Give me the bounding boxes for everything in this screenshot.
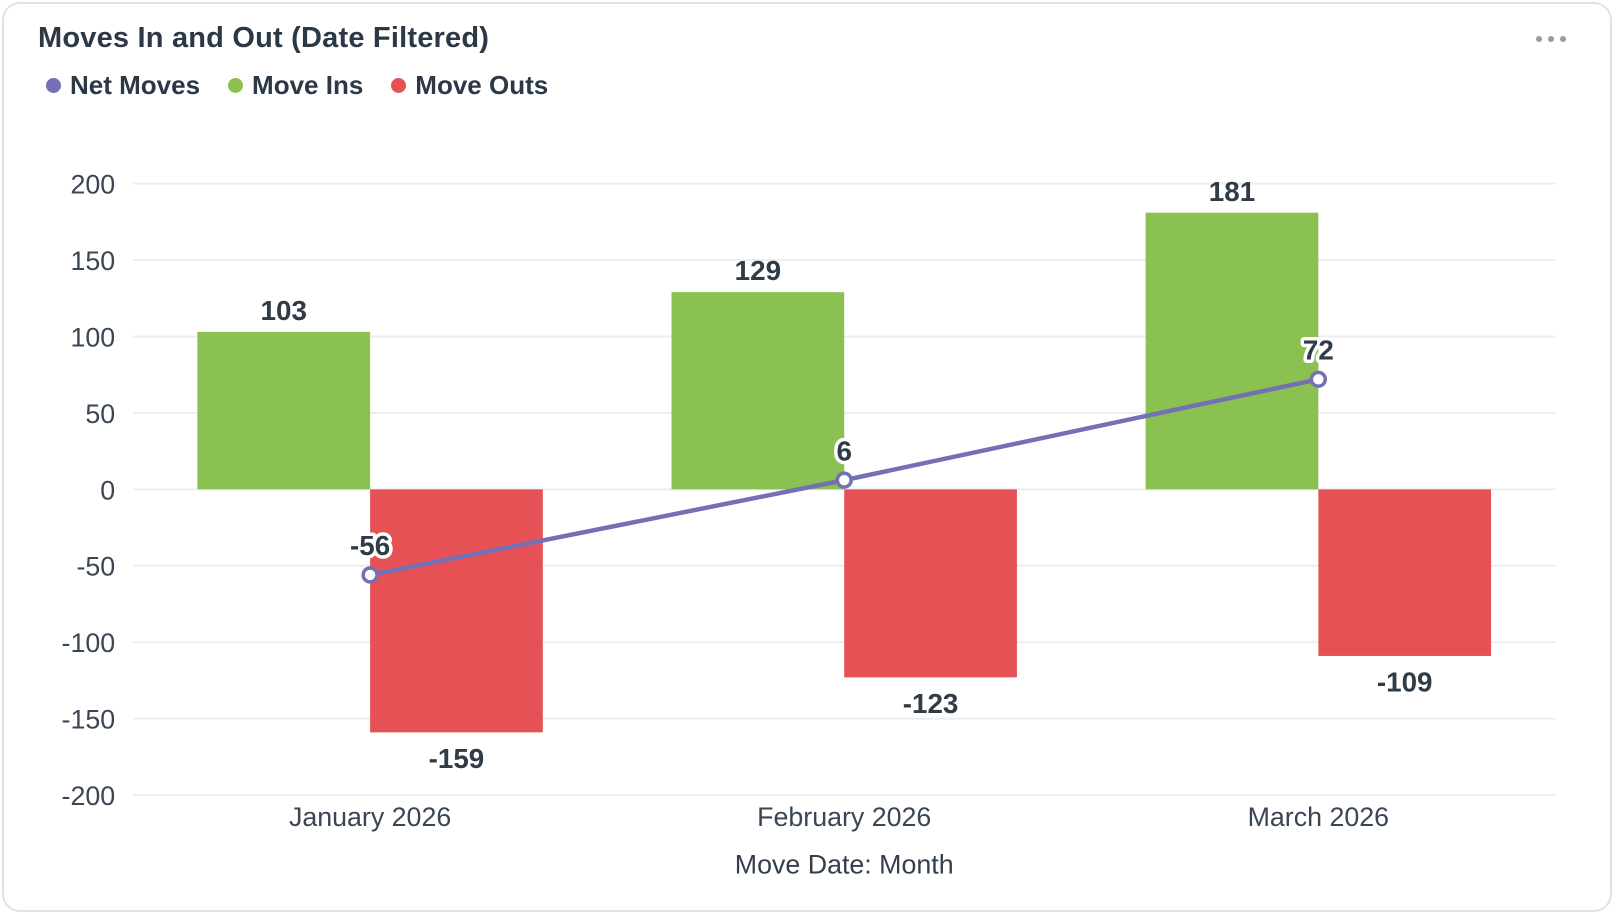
line-value-label: 72 xyxy=(1303,334,1334,365)
y-axis-tick-label: 50 xyxy=(85,399,115,429)
bar-move-ins-february-2026[interactable] xyxy=(671,292,845,490)
card-header: Moves In and Out (Date Filtered) xyxy=(4,4,1610,56)
x-axis-tick-label: January 2026 xyxy=(289,802,451,832)
net-moves-swatch-icon xyxy=(46,78,61,93)
ellipsis-icon xyxy=(1548,36,1554,42)
bar-value-label: 129 xyxy=(735,255,781,286)
chart-title: Moves In and Out (Date Filtered) xyxy=(38,22,490,54)
y-axis-tick-label: -50 xyxy=(76,552,115,582)
line-value-label: 6 xyxy=(836,435,851,466)
bar-value-label: 103 xyxy=(261,295,307,326)
more-options-button[interactable] xyxy=(1532,22,1570,56)
point-net-moves-february-2026[interactable] xyxy=(835,471,853,489)
bar-move-outs-february-2026[interactable] xyxy=(844,489,1017,678)
x-axis-tick-label: March 2026 xyxy=(1248,802,1389,832)
moves-combo-chart: -200 -150 -100 -50 0 50 100 150 200 103 129 181 -159… xyxy=(62,170,1556,879)
y-axis-tick-label: 150 xyxy=(70,246,115,276)
legend: Net Moves Move Ins Move Outs xyxy=(4,56,1610,101)
y-axis-tick-label: -100 xyxy=(62,628,116,658)
point-net-moves-march-2026[interactable] xyxy=(1309,370,1328,388)
y-axis-tick-label: -150 xyxy=(62,705,116,735)
y-axis-tick-label: 0 xyxy=(100,475,115,505)
bar-value-label: -109 xyxy=(1377,667,1433,698)
x-axis-title: Move Date: Month xyxy=(735,849,954,879)
bar-value-label: -123 xyxy=(903,688,959,719)
legend-item-move-ins[interactable]: Move Ins xyxy=(228,70,363,101)
y-axis-tick-label: 100 xyxy=(70,322,115,352)
legend-label: Move Ins xyxy=(252,70,364,100)
legend-label: Move Outs xyxy=(415,70,549,100)
legend-item-move-outs[interactable]: Move Outs xyxy=(391,70,548,101)
bar-move-ins-march-2026[interactable] xyxy=(1145,212,1319,490)
bar-value-label: 181 xyxy=(1209,176,1255,207)
ellipsis-icon xyxy=(1560,36,1566,42)
y-axis-tick-label: 200 xyxy=(70,170,115,200)
move-ins-swatch-icon xyxy=(228,78,244,93)
ellipsis-icon xyxy=(1536,36,1542,42)
move-outs-swatch-icon xyxy=(391,78,407,93)
bar-value-label: -159 xyxy=(429,743,485,774)
line-value-label: -56 xyxy=(350,530,390,561)
bar-move-outs-january-2026[interactable] xyxy=(370,489,543,733)
chart-area: -200 -150 -100 -50 0 50 100 150 200 103 129 181 -159… xyxy=(4,134,1610,910)
bar-move-outs-march-2026[interactable] xyxy=(1318,489,1492,656)
legend-item-net-moves[interactable]: Net Moves xyxy=(46,70,200,101)
legend-label: Net Moves xyxy=(70,70,201,100)
y-axis-tick-label: -200 xyxy=(62,781,116,811)
point-net-moves-january-2026[interactable] xyxy=(361,566,379,584)
x-axis-tick-label: February 2026 xyxy=(757,802,931,832)
bar-move-ins-january-2026[interactable] xyxy=(197,331,371,490)
